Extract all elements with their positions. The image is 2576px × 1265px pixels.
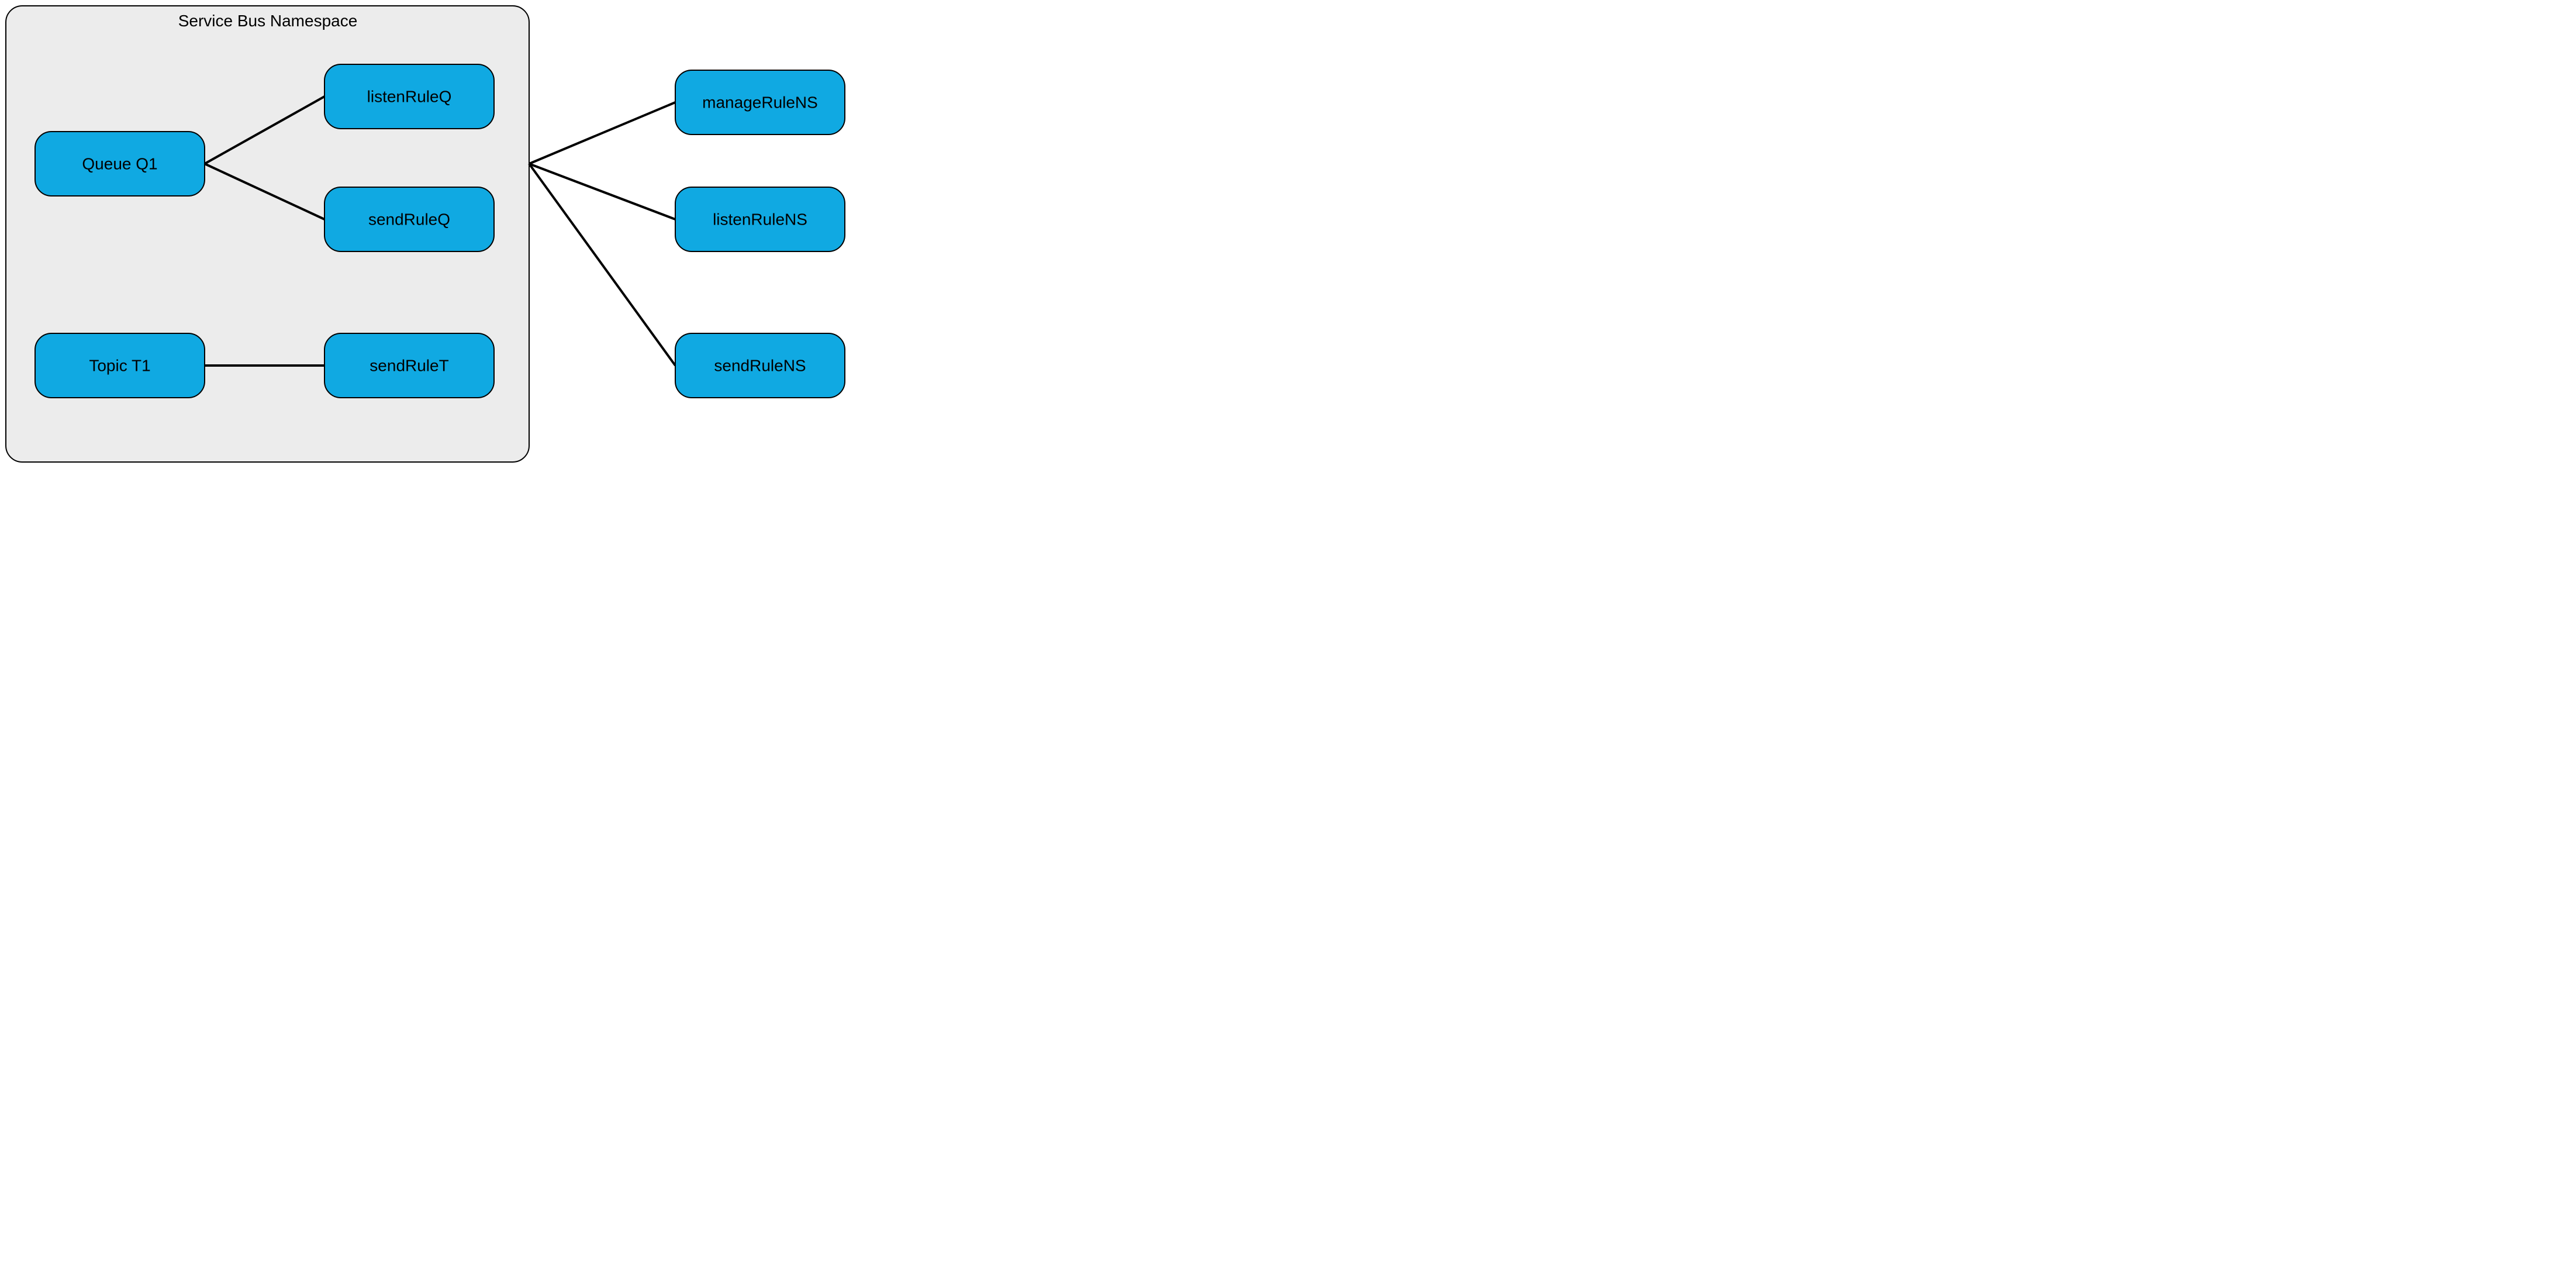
- node-label: manageRuleNS: [702, 94, 818, 112]
- node-listenRuleNS: listenRuleNS: [675, 187, 845, 251]
- namespace-title: Service Bus Namespace: [178, 12, 358, 30]
- node-queueQ1: Queue Q1: [35, 132, 205, 196]
- node-label: sendRuleQ: [368, 211, 450, 229]
- node-sendRuleQ: sendRuleQ: [324, 187, 494, 251]
- node-label: listenRuleQ: [367, 88, 452, 106]
- diagram-canvas: Queue Q1 Topic T1 listenRuleQ sendRuleQ send…: [0, 0, 900, 468]
- node-label: listenRuleNS: [713, 211, 807, 229]
- node-listenRuleQ: listenRuleQ: [324, 64, 494, 129]
- node-label: sendRuleNS: [714, 357, 806, 375]
- node-sendRuleNS: sendRuleNS: [675, 333, 845, 398]
- edge: [529, 164, 675, 219]
- node-label: Topic T1: [89, 357, 150, 375]
- node-label: Queue Q1: [82, 155, 157, 173]
- edge: [529, 164, 675, 366]
- edge: [529, 102, 675, 164]
- node-manageRuleNS: manageRuleNS: [675, 70, 845, 135]
- node-label: sendRuleT: [370, 357, 448, 375]
- node-sendRuleT: sendRuleT: [324, 333, 494, 398]
- node-topicT1: Topic T1: [35, 333, 205, 398]
